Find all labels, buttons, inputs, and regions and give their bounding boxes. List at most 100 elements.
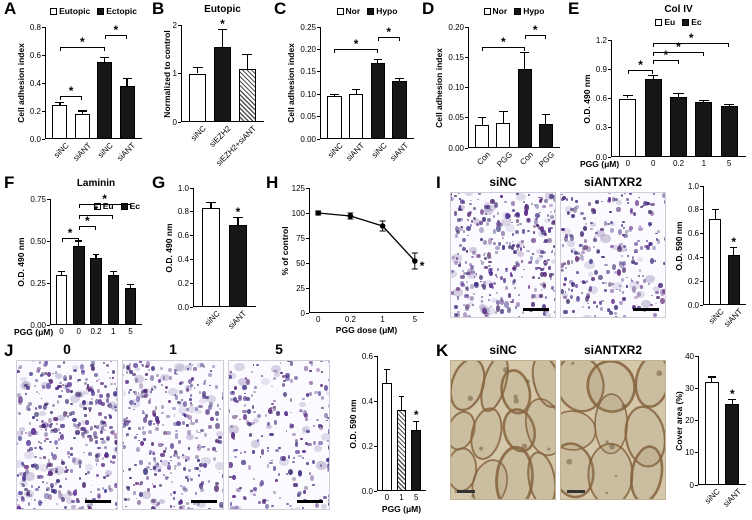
stained-cell (33, 385, 36, 387)
stained-cell (198, 431, 201, 434)
y-tick-mark (306, 287, 309, 289)
stained-cell (481, 300, 484, 303)
stained-cell (272, 377, 277, 381)
stained-cell (179, 499, 184, 505)
stained-cell (526, 249, 530, 253)
stained-cell (487, 313, 490, 316)
stained-cell (279, 497, 282, 500)
stained-cell (85, 420, 90, 425)
stained-cell (540, 283, 543, 286)
stained-cell (650, 223, 652, 225)
stained-cell (230, 371, 233, 374)
stained-cell (514, 250, 517, 254)
stained-cell (193, 367, 197, 371)
y-tick-mark (178, 24, 181, 26)
stained-cell (320, 463, 323, 467)
stained-cell (485, 314, 490, 317)
stained-cell (59, 432, 62, 434)
stained-cell (537, 226, 542, 230)
stained-cell (515, 193, 519, 196)
y-tick-label: 0.20 (448, 22, 464, 32)
y-tick-label: 0.0 (29, 134, 41, 144)
stained-cell (495, 291, 498, 295)
stained-cell (616, 268, 622, 276)
stained-cell (188, 378, 192, 384)
stained-cell (149, 453, 152, 455)
x-axis-label: PGG (μM) (580, 159, 620, 169)
stained-cell (510, 300, 514, 304)
stained-cell (35, 390, 38, 393)
stained-cell (186, 423, 190, 428)
stained-cell (521, 239, 524, 243)
cell-cluster (205, 394, 217, 404)
stained-cell (208, 372, 212, 378)
scale-bar (457, 490, 475, 493)
stained-cell (187, 478, 190, 480)
stained-cell (81, 369, 86, 374)
cell-node (589, 458, 592, 462)
stained-cell (262, 498, 267, 503)
stained-cell (458, 198, 461, 200)
stained-cell (480, 238, 483, 241)
y-tick-label: 50 (296, 258, 305, 268)
stained-cell (473, 207, 476, 210)
stained-cell (486, 217, 492, 223)
stained-cell (542, 312, 545, 316)
stained-cell (81, 481, 87, 488)
stained-cell (38, 485, 41, 488)
stained-cell (46, 473, 50, 476)
stained-cell (71, 500, 75, 504)
stained-cell (173, 490, 176, 494)
stained-cell (232, 494, 236, 498)
sig-bracket-tick (129, 204, 131, 209)
bar (727, 255, 740, 305)
stained-cell (205, 409, 210, 416)
stained-cell (465, 281, 468, 283)
stained-cell (89, 434, 93, 438)
stained-cell (215, 450, 217, 452)
legend-label: Nor (345, 6, 361, 16)
micrograph-caption: 1 (169, 341, 177, 357)
bar (392, 80, 407, 139)
tube-loop (527, 451, 555, 499)
y-tick-mark (700, 256, 703, 258)
cell-cluster (231, 505, 243, 509)
stained-cell (166, 476, 169, 478)
stained-cell (262, 499, 267, 504)
cell-cluster (567, 240, 576, 247)
y-tick-label: 0.0 (361, 486, 373, 496)
stained-cell (495, 305, 500, 313)
y-tick-mark (317, 48, 320, 50)
stained-cell (157, 379, 161, 384)
stained-cell (604, 263, 608, 267)
stained-cell (173, 464, 178, 468)
stained-cell (25, 385, 30, 390)
stained-cell (499, 309, 504, 314)
stained-cell (599, 301, 603, 305)
stained-cell (235, 400, 239, 403)
stained-cell (580, 243, 583, 247)
panel-I-chart: O.D. 590 nm 0.0 0.2 0.4 0.6 0.8 1.0 siNC siANT * (672, 178, 750, 336)
stained-cell (543, 259, 546, 263)
y-tick-mark (700, 280, 703, 282)
legend-item: Ec (682, 17, 702, 27)
stained-cell (507, 292, 511, 298)
stained-cell (470, 284, 474, 289)
stained-cell (457, 207, 461, 211)
stained-cell (115, 501, 117, 507)
stained-cell (104, 488, 108, 493)
stained-cell (151, 506, 156, 509)
stained-cell (462, 304, 465, 306)
stained-cell (82, 435, 85, 438)
stained-cell (592, 209, 596, 214)
sig-bracket (482, 46, 525, 48)
stained-cell (183, 467, 187, 472)
stained-cell (256, 439, 259, 443)
stained-cell (247, 464, 252, 470)
stained-cell (174, 433, 179, 439)
stained-cell (92, 497, 97, 503)
stained-cell (79, 364, 85, 370)
stained-cell (634, 248, 638, 254)
cell-cluster (105, 470, 113, 476)
cell-cluster (41, 382, 50, 389)
